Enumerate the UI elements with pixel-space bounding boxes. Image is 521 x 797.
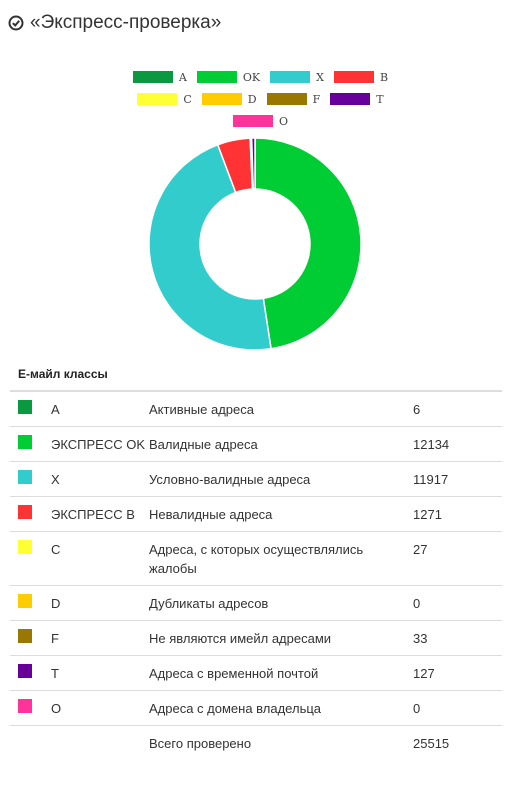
page-title: «Экспресс-проверка» (8, 12, 221, 34)
legend-item-d[interactable]: D (201, 92, 257, 106)
table-row: ЭКСПРЕСС B Невалидные адреса 1271 (10, 497, 502, 532)
class-code: ЭКСПРЕСС OK (51, 437, 146, 452)
legend-swatch (333, 71, 374, 83)
class-description: Не являются имейл адресами (149, 631, 332, 646)
class-description: Адреса с домена владельца (149, 701, 322, 716)
donut-chart (148, 137, 362, 351)
total-label: Всего проверено (149, 736, 252, 751)
class-description: Активные адреса (149, 402, 254, 417)
legend-label: D (247, 92, 257, 106)
email-classes-table: E-майл классы A Активные адреса 6 ЭКСПРЕСС … (10, 362, 502, 760)
legend-label: C (183, 92, 192, 106)
legend-label: B (379, 70, 389, 84)
legend-label: OK (242, 70, 261, 84)
table-body: A Активные адреса 6 ЭКСПРЕСС OK Валидные адр… (10, 392, 502, 726)
legend-item-x[interactable]: X (270, 71, 324, 84)
legend-swatch (196, 71, 237, 83)
class-code: F (51, 631, 59, 646)
donut-slice-t[interactable] (250, 137, 256, 190)
class-color-swatch (18, 505, 32, 519)
class-color-swatch (18, 629, 32, 643)
class-code: X (51, 472, 60, 487)
class-description: Адреса с временной почтой (149, 666, 319, 681)
class-color-swatch (18, 540, 32, 554)
class-count: 6 (413, 402, 421, 417)
class-code: O (51, 701, 62, 716)
class-description: Невалидные адреса (149, 507, 273, 522)
class-count: 0 (413, 701, 421, 716)
table-row: C Адреса, с которых осуществлялись жалобы… (10, 532, 502, 586)
legend-label: A (178, 70, 187, 84)
legend-label: T (376, 92, 384, 106)
class-code: ЭКСПРЕСС B (51, 507, 135, 522)
class-count: 0 (413, 596, 421, 611)
legend-label: O (278, 114, 289, 128)
class-description: Валидные адреса (149, 437, 258, 452)
class-count: 33 (413, 631, 428, 646)
class-count: 11917 (413, 472, 449, 487)
legend-item-f[interactable]: F (266, 92, 321, 106)
legend-swatch (270, 71, 311, 83)
class-count: 12134 (413, 437, 450, 452)
legend-item-c[interactable]: C (137, 92, 192, 106)
legend-swatch (201, 93, 242, 105)
class-description: Адреса, с которых осуществлялись жалобы (149, 542, 364, 576)
class-description: Дубликаты адресов (149, 596, 269, 611)
legend-swatch (137, 93, 178, 105)
table-row: D Дубликаты адресов 0 (10, 586, 502, 621)
legend-row: A OK X B (0, 66, 521, 88)
table-header: E-майл классы (10, 362, 502, 392)
legend-row: O (0, 110, 521, 132)
class-code: D (51, 596, 61, 611)
check-circle-icon (8, 15, 24, 31)
legend-swatch (132, 71, 173, 83)
class-color-swatch (18, 699, 32, 713)
legend-item-o[interactable]: O (232, 114, 289, 128)
class-color-swatch (18, 400, 32, 414)
class-description: Условно-валидные адреса (149, 472, 311, 487)
class-code: A (51, 402, 60, 417)
legend-label: F (312, 92, 321, 106)
class-code: C (51, 542, 61, 557)
table-row: F Не являются имейл адресами 33 (10, 621, 502, 656)
class-color-swatch (18, 470, 32, 484)
table-total-row: Всего проверено 25515 (10, 726, 502, 760)
class-color-swatch (18, 435, 32, 449)
class-count: 27 (413, 542, 428, 557)
class-code: T (51, 666, 59, 681)
class-color-swatch (18, 664, 32, 678)
legend-swatch (330, 93, 371, 105)
legend-label: X (316, 70, 324, 84)
table-row: O Адреса с домена владельца 0 (10, 691, 502, 726)
chart-legend: A OK X B C D F T O (0, 66, 521, 132)
table-row: X Условно-валидные адреса 11917 (10, 462, 502, 497)
legend-swatch (266, 93, 307, 105)
class-count: 1271 (413, 507, 442, 522)
legend-item-ok[interactable]: OK (196, 70, 261, 84)
class-count: 127 (413, 666, 435, 681)
table-row: ЭКСПРЕСС OK Валидные адреса 12134 (10, 427, 502, 462)
class-color-swatch (18, 594, 32, 608)
total-count: 25515 (413, 736, 450, 751)
table-row: T Адреса с временной почтой 127 (10, 656, 502, 691)
donut-slice-x[interactable] (148, 143, 272, 351)
table-row: A Активные адреса 6 (10, 392, 502, 427)
donut-slice-ok[interactable] (254, 137, 362, 350)
legend-swatch (232, 115, 273, 127)
legend-item-b[interactable]: B (333, 70, 389, 84)
page-title-text: «Экспресс-проверка» (30, 12, 222, 33)
legend-item-a[interactable]: A (132, 70, 187, 84)
legend-item-t[interactable]: T (330, 92, 384, 106)
